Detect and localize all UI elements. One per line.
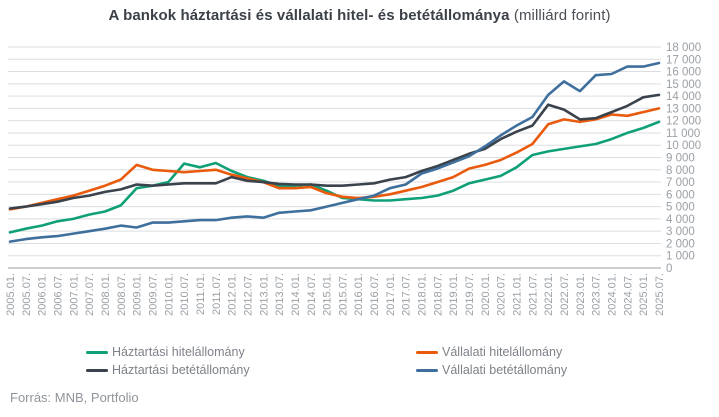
svg-text:7 000: 7 000: [666, 177, 695, 189]
svg-text:2017.01.: 2017.01.: [385, 273, 397, 316]
legend-swatch-household-deposits: [86, 368, 108, 372]
svg-text:2005.01.: 2005.01.: [5, 273, 17, 316]
svg-text:4 000: 4 000: [666, 214, 695, 226]
svg-text:2013.01.: 2013.01.: [258, 273, 270, 316]
svg-text:2025.01.: 2025.01.: [638, 273, 650, 316]
svg-text:2019.01.: 2019.01.: [448, 273, 460, 316]
legend-item-household-deposits: Háztartási betétállomány: [86, 362, 416, 378]
svg-text:17 000: 17 000: [666, 54, 701, 66]
svg-text:2009.01.: 2009.01.: [132, 273, 144, 316]
svg-text:2010.07.: 2010.07.: [179, 273, 191, 316]
legend-label-corporate-loans: Vállalati hitelállomány: [442, 345, 563, 359]
svg-text:2012.07.: 2012.07.: [242, 273, 254, 316]
svg-text:16 000: 16 000: [666, 67, 701, 79]
svg-text:2012.01.: 2012.01.: [227, 273, 239, 316]
svg-text:18 000: 18 000: [666, 42, 701, 54]
svg-text:2024.07.: 2024.07.: [622, 273, 634, 316]
svg-text:11 000: 11 000: [666, 128, 700, 140]
svg-text:2019.07.: 2019.07.: [464, 273, 476, 316]
svg-text:2017.07.: 2017.07.: [401, 273, 413, 316]
legend-swatch-household-loans: [86, 350, 108, 354]
svg-text:2015.01.: 2015.01.: [322, 273, 334, 316]
series-lines-group: [8, 61, 661, 243]
svg-text:6 000: 6 000: [666, 189, 695, 201]
svg-text:2 000: 2 000: [666, 238, 695, 250]
svg-text:8 000: 8 000: [666, 165, 695, 177]
svg-text:3 000: 3 000: [666, 226, 695, 238]
svg-text:15 000: 15 000: [666, 79, 701, 91]
svg-text:2020.07.: 2020.07.: [496, 273, 508, 316]
svg-text:2022.07.: 2022.07.: [559, 273, 571, 316]
svg-text:2023.01.: 2023.01.: [575, 273, 587, 316]
svg-text:2024.01.: 2024.01.: [607, 273, 619, 316]
svg-text:2013.07.: 2013.07.: [274, 273, 286, 316]
legend-item-household-loans: Háztartási hitelállomány: [86, 344, 416, 360]
legend-label-corporate-deposits: Vállalati betétállomány: [442, 363, 568, 377]
source-note: Forrás: MNB, Portfolio: [10, 390, 139, 405]
svg-text:2014.01.: 2014.01.: [290, 273, 302, 316]
svg-text:2015.07.: 2015.07.: [337, 273, 349, 316]
chart-title: A bankok háztartási és vállalati hitel- …: [0, 7, 719, 24]
svg-text:2020.01.: 2020.01.: [480, 273, 492, 316]
svg-text:1 000: 1 000: [666, 251, 695, 263]
svg-text:2006.07.: 2006.07.: [52, 273, 64, 316]
svg-text:2016.01.: 2016.01.: [353, 273, 365, 316]
legend-label-household-loans: Háztartási hitelállomány: [112, 345, 245, 359]
chart-legend: Háztartási hitelállomány Vállalati hitel…: [0, 344, 719, 378]
svg-text:2018.01.: 2018.01.: [417, 273, 429, 316]
svg-text:5 000: 5 000: [666, 202, 695, 214]
svg-text:2022.01.: 2022.01.: [543, 273, 555, 316]
svg-text:2023.07.: 2023.07.: [591, 273, 603, 316]
svg-text:2008.07.: 2008.07.: [116, 273, 128, 316]
legend-item-corporate-deposits: Vállalati betétállomány: [416, 362, 719, 378]
legend-swatch-corporate-deposits: [416, 368, 438, 372]
svg-text:2007.01.: 2007.01.: [68, 273, 80, 316]
legend-swatch-corporate-loans: [416, 350, 438, 354]
gridlines-group: [8, 46, 661, 269]
x-axis-tick-labels: 2005.01. 2005.07. 2006.01. 2006.07. 2007.01.…: [5, 273, 666, 316]
svg-text:2009.07.: 2009.07.: [147, 273, 159, 316]
svg-text:9 000: 9 000: [666, 153, 695, 165]
svg-text:2018.07.: 2018.07.: [432, 273, 444, 316]
svg-text:2010.01.: 2010.01.: [163, 273, 175, 316]
chart-title-main: A bankok háztartási és vállalati hitel- …: [108, 7, 510, 24]
svg-text:2008.01.: 2008.01.: [100, 273, 112, 316]
svg-text:2025.07.: 2025.07.: [654, 273, 666, 316]
svg-text:14 000: 14 000: [666, 91, 701, 103]
legend-item-corporate-loans: Vállalati hitelállomány: [416, 344, 719, 360]
svg-text:10 000: 10 000: [666, 140, 701, 152]
svg-text:2007.07.: 2007.07.: [84, 273, 96, 316]
legend-label-household-deposits: Háztartási betétállomány: [112, 363, 250, 377]
svg-text:2021.07.: 2021.07.: [527, 273, 539, 316]
svg-text:2011.07.: 2011.07.: [211, 273, 223, 315]
svg-text:0: 0: [666, 263, 672, 275]
svg-text:2006.01.: 2006.01.: [37, 273, 49, 316]
chart-title-unit: (milliárd forint): [509, 7, 611, 24]
svg-text:2005.07.: 2005.07.: [21, 273, 33, 316]
svg-text:13 000: 13 000: [666, 103, 701, 115]
svg-text:2014.07.: 2014.07.: [306, 273, 318, 316]
svg-text:2011.01.: 2011.01.: [195, 273, 207, 315]
svg-text:2021.01.: 2021.01.: [512, 273, 524, 316]
svg-text:2016.07.: 2016.07.: [369, 273, 381, 316]
svg-text:12 000: 12 000: [666, 116, 701, 128]
